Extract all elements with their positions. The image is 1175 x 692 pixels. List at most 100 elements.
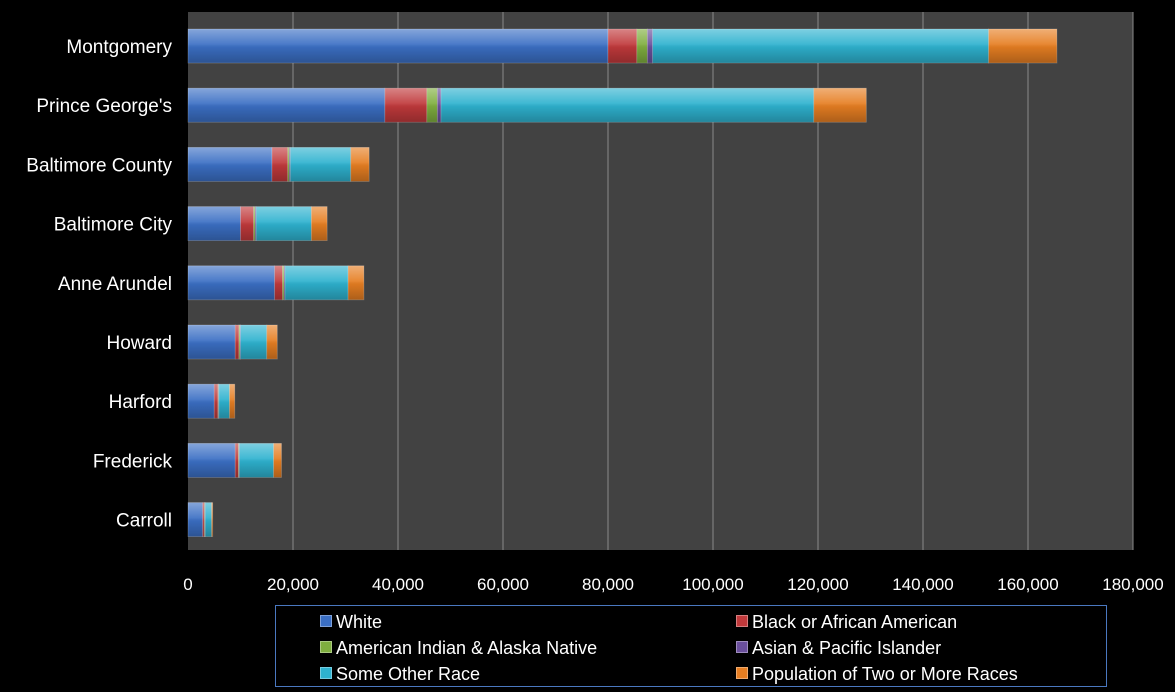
x-tick-label: 120,000 bbox=[787, 575, 848, 594]
bar-segment bbox=[211, 502, 214, 538]
bar-gloss bbox=[285, 265, 349, 300]
bar-segment bbox=[347, 265, 365, 301]
legend-swatch bbox=[736, 615, 748, 628]
bar-gloss bbox=[205, 502, 212, 537]
bar-gloss bbox=[272, 147, 288, 182]
x-tick-label: 40,000 bbox=[372, 575, 424, 594]
bar-segment bbox=[239, 442, 274, 478]
stacked-bar-chart: Montgomery Prince George's Baltimore Count… bbox=[26, 12, 1164, 594]
category-label: Harford bbox=[109, 392, 172, 413]
x-tick-label: 60,000 bbox=[477, 575, 529, 594]
x-tick-label: 140,000 bbox=[892, 575, 953, 594]
x-tick-label: 20,000 bbox=[267, 575, 319, 594]
bar-segment bbox=[988, 28, 1058, 64]
legend-swatch bbox=[736, 641, 748, 654]
category-label: Prince George's bbox=[36, 96, 172, 117]
bar-gloss bbox=[188, 325, 236, 359]
category-label: Montgomery bbox=[66, 37, 172, 58]
bar-segment bbox=[636, 28, 648, 64]
bar-gloss bbox=[188, 265, 275, 300]
bar-gloss bbox=[188, 206, 241, 241]
bar-segment bbox=[652, 28, 990, 64]
category-label: Frederick bbox=[93, 451, 173, 472]
legend-item-other-race: Some Other Race bbox=[320, 662, 480, 686]
bar-gloss bbox=[218, 384, 219, 419]
x-tick-label: 0 bbox=[183, 575, 192, 594]
bar-gloss bbox=[290, 147, 351, 182]
bar-gloss bbox=[239, 443, 274, 478]
bar-gloss bbox=[636, 29, 648, 63]
bar-segment bbox=[271, 146, 289, 182]
x-tick-label: 180,000 bbox=[1102, 575, 1163, 594]
bar-gloss bbox=[235, 325, 239, 359]
bar-segment bbox=[187, 265, 276, 301]
bar-segment bbox=[187, 28, 609, 64]
bar-segment bbox=[187, 324, 236, 360]
bar-segment bbox=[187, 502, 204, 538]
category-label: Anne Arundel bbox=[58, 274, 172, 295]
legend-swatch bbox=[320, 615, 332, 628]
bar-gloss bbox=[218, 384, 230, 419]
bar-segment bbox=[234, 324, 240, 360]
category-labels: Montgomery Prince George's Baltimore Count… bbox=[26, 37, 172, 532]
bar-segment bbox=[204, 502, 213, 538]
bar-segment bbox=[218, 383, 230, 419]
bar-gloss bbox=[235, 443, 239, 478]
bar-gloss bbox=[274, 265, 283, 300]
bar-segment bbox=[274, 265, 283, 301]
bar-gloss bbox=[608, 29, 637, 63]
bar-segment bbox=[426, 87, 438, 123]
bar-segment bbox=[237, 442, 240, 478]
bar-gloss bbox=[652, 29, 989, 63]
legend-item-white: White bbox=[320, 610, 382, 634]
bar-segment bbox=[187, 206, 241, 242]
bar-gloss bbox=[255, 206, 257, 241]
bar-gloss bbox=[311, 206, 328, 241]
legend-label: American Indian & Alaska Native bbox=[336, 638, 598, 658]
bar-gloss bbox=[813, 88, 867, 123]
bar-gloss bbox=[266, 325, 278, 359]
bar-segment bbox=[273, 442, 282, 478]
category-label: Carroll bbox=[116, 511, 172, 532]
bar-gloss bbox=[188, 502, 203, 537]
bar-segment bbox=[607, 28, 638, 64]
bars bbox=[187, 28, 1058, 538]
bar-gloss bbox=[256, 206, 312, 241]
bar-segment bbox=[646, 28, 654, 64]
bar-segment bbox=[350, 146, 370, 182]
category-label: Baltimore City bbox=[54, 215, 173, 236]
bar-segment bbox=[384, 87, 428, 123]
legend-label: White bbox=[336, 612, 383, 632]
bar-segment bbox=[284, 265, 349, 301]
bar-gloss bbox=[188, 29, 608, 63]
bar-segment bbox=[213, 383, 219, 419]
bar-gloss bbox=[211, 502, 213, 537]
bar-gloss bbox=[240, 206, 254, 241]
bar-gloss bbox=[188, 384, 215, 419]
bar-segment bbox=[310, 206, 328, 242]
bar-gloss bbox=[384, 88, 427, 123]
bar-gloss bbox=[284, 265, 286, 300]
bar-gloss bbox=[282, 265, 285, 300]
legend-label: Some Other Race bbox=[336, 664, 481, 684]
bar-gloss bbox=[204, 502, 205, 537]
bar-segment bbox=[440, 87, 815, 123]
legend-label: Asian & Pacific Islander bbox=[752, 638, 942, 658]
bar-segment bbox=[187, 146, 273, 182]
bar-gloss bbox=[238, 443, 239, 478]
x-tick-label: 160,000 bbox=[997, 575, 1058, 594]
bar-gloss bbox=[238, 443, 240, 478]
bar-segment bbox=[203, 502, 206, 538]
bar-gloss bbox=[287, 147, 290, 182]
bar-segment bbox=[436, 87, 442, 123]
bar-gloss bbox=[239, 325, 241, 359]
bar-gloss bbox=[204, 502, 206, 537]
bar-gloss bbox=[253, 206, 256, 241]
bar-segment bbox=[229, 383, 236, 419]
bar-gloss bbox=[647, 29, 653, 63]
bar-segment bbox=[240, 324, 268, 360]
bar-gloss bbox=[240, 325, 267, 359]
bar-gloss bbox=[229, 384, 235, 419]
bar-gloss bbox=[188, 443, 236, 478]
bar-gloss bbox=[273, 443, 282, 478]
